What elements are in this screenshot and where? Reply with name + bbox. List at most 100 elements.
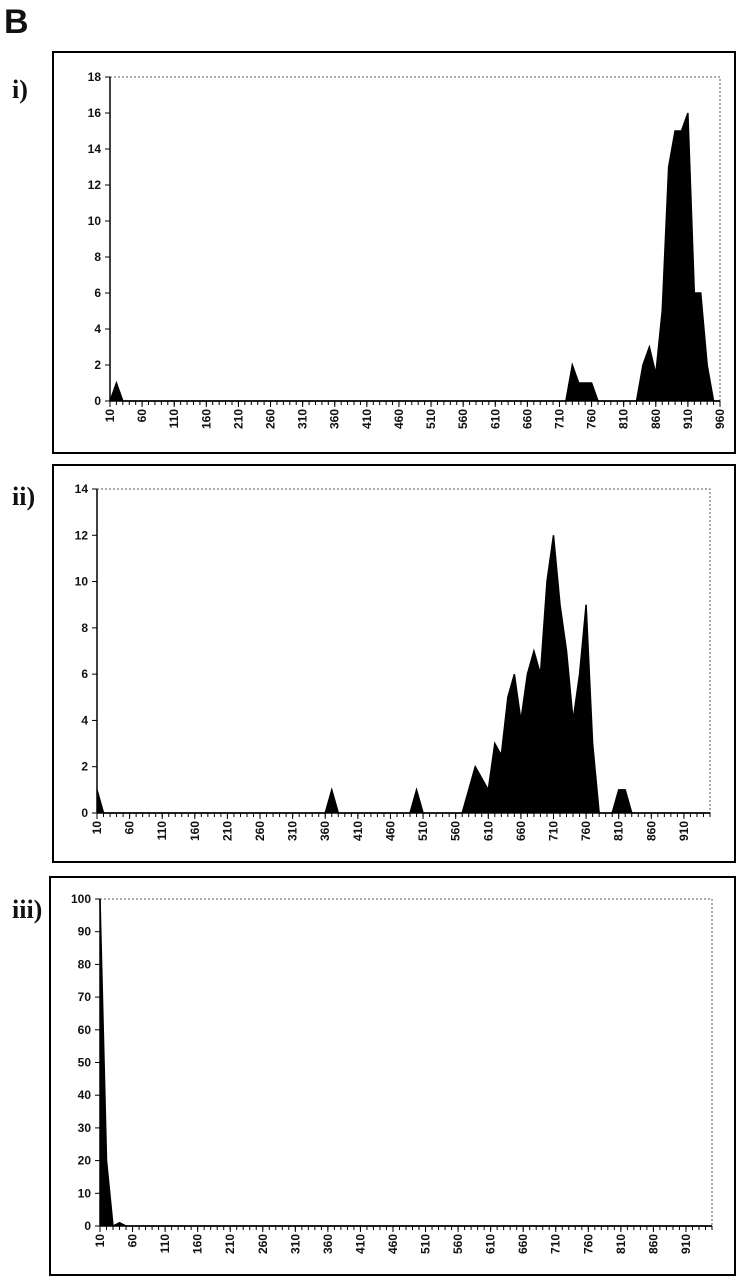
panel-title: i): [12, 75, 28, 104]
x-tick-label: 560: [449, 821, 463, 841]
x-tick-label: 860: [649, 409, 663, 429]
plot-frame: [96, 488, 711, 814]
y-tick-label: 10: [78, 1186, 92, 1200]
y-tick-label: 100: [71, 892, 91, 906]
x-tick-label: 310: [296, 409, 310, 429]
area-fill: [100, 899, 712, 1226]
x-tick-label: 660: [514, 821, 528, 841]
y-tick-label: 10: [88, 214, 102, 228]
x-tick-label: 460: [392, 409, 406, 429]
panel-label: B: [4, 3, 29, 41]
x-tick-label: 260: [264, 409, 278, 429]
x-tick-label: 610: [484, 1234, 498, 1254]
y-tick-label: 2: [94, 358, 101, 372]
x-tick-label: 710: [546, 821, 560, 841]
x-tick-label: 160: [191, 1234, 205, 1254]
panel-title: ii): [12, 482, 35, 511]
x-tick-label: 360: [321, 1234, 335, 1254]
x-tick-label: 760: [581, 1234, 595, 1254]
y-tick-label: 16: [88, 106, 102, 120]
area-fill: [97, 535, 710, 813]
y-tick-label: 0: [94, 394, 101, 408]
x-tick-label: 60: [126, 1234, 140, 1248]
y-tick-label: 40: [78, 1088, 92, 1102]
x-tick-label: 810: [617, 409, 631, 429]
x-tick-label: 10: [93, 1234, 107, 1248]
panel-frame: [52, 464, 736, 863]
x-tick-label: 260: [256, 1234, 270, 1254]
plot-frame: [99, 898, 713, 1227]
x-tick-label: 360: [318, 821, 332, 841]
area-fill: [110, 113, 720, 401]
x-tick-label: 410: [353, 1234, 367, 1254]
plot-frame: [109, 76, 721, 402]
x-tick-label: 210: [231, 409, 245, 429]
x-tick-label: 210: [220, 821, 234, 841]
x-tick-label: 860: [644, 821, 658, 841]
x-tick-label: 460: [383, 821, 397, 841]
area-line: [99, 898, 712, 1228]
y-tick-label: 12: [88, 178, 102, 192]
x-tick-label: 310: [288, 1234, 302, 1254]
x-tick-label: 160: [188, 821, 202, 841]
panel-frame: [49, 876, 736, 1276]
y-tick-label: 2: [81, 760, 88, 774]
y-tick-label: 80: [78, 957, 92, 971]
x-tick-label: 660: [520, 409, 534, 429]
x-tick-label: 310: [286, 821, 300, 841]
x-tick-label: 10: [103, 409, 117, 423]
panel-frame: [52, 51, 736, 454]
x-tick-label: 810: [614, 1234, 628, 1254]
x-tick-label: 460: [386, 1234, 400, 1254]
panel-title: iii): [12, 895, 42, 924]
y-tick-label: 10: [75, 575, 89, 589]
x-tick-label: 810: [612, 821, 626, 841]
y-tick-label: 60: [78, 1023, 92, 1037]
x-tick-label: 760: [585, 409, 599, 429]
y-tick-label: 14: [75, 482, 89, 496]
x-tick-label: 510: [416, 821, 430, 841]
y-tick-label: 6: [81, 667, 88, 681]
x-tick-label: 360: [328, 409, 342, 429]
y-tick-label: 0: [81, 806, 88, 820]
y-tick-label: 18: [88, 70, 102, 84]
x-tick-label: 560: [456, 409, 470, 429]
y-tick-label: 20: [78, 1154, 92, 1168]
x-tick-label: 610: [481, 821, 495, 841]
area-line: [109, 112, 720, 402]
x-tick-label: 560: [451, 1234, 465, 1254]
y-tick-label: 8: [94, 250, 101, 264]
x-tick-label: 110: [155, 821, 169, 841]
x-tick-label: 160: [199, 409, 213, 429]
x-tick-label: 10: [90, 821, 104, 835]
x-tick-label: 660: [516, 1234, 530, 1254]
y-tick-label: 8: [81, 621, 88, 635]
x-tick-label: 260: [253, 821, 267, 841]
y-tick-label: 30: [78, 1121, 92, 1135]
x-tick-label: 710: [549, 1234, 563, 1254]
y-tick-label: 4: [81, 713, 88, 727]
x-tick-label: 60: [123, 821, 137, 835]
y-tick-label: 6: [94, 286, 101, 300]
x-tick-label: 110: [167, 409, 181, 429]
x-tick-label: 910: [677, 821, 691, 841]
x-tick-label: 60: [135, 409, 149, 423]
x-tick-label: 910: [679, 1234, 693, 1254]
y-tick-label: 50: [78, 1056, 92, 1070]
y-tick-label: 14: [88, 142, 102, 156]
x-tick-label: 510: [419, 1234, 433, 1254]
x-tick-label: 210: [223, 1234, 237, 1254]
y-tick-label: 4: [94, 322, 101, 336]
x-tick-label: 760: [579, 821, 593, 841]
y-tick-label: 70: [78, 990, 92, 1004]
x-tick-label: 410: [351, 821, 365, 841]
x-tick-label: 110: [158, 1234, 172, 1254]
x-tick-label: 910: [681, 409, 695, 429]
area-line: [96, 535, 710, 814]
x-tick-label: 510: [424, 409, 438, 429]
y-tick-label: 0: [84, 1219, 91, 1233]
y-tick-label: 90: [78, 925, 92, 939]
y-tick-label: 12: [75, 528, 89, 542]
